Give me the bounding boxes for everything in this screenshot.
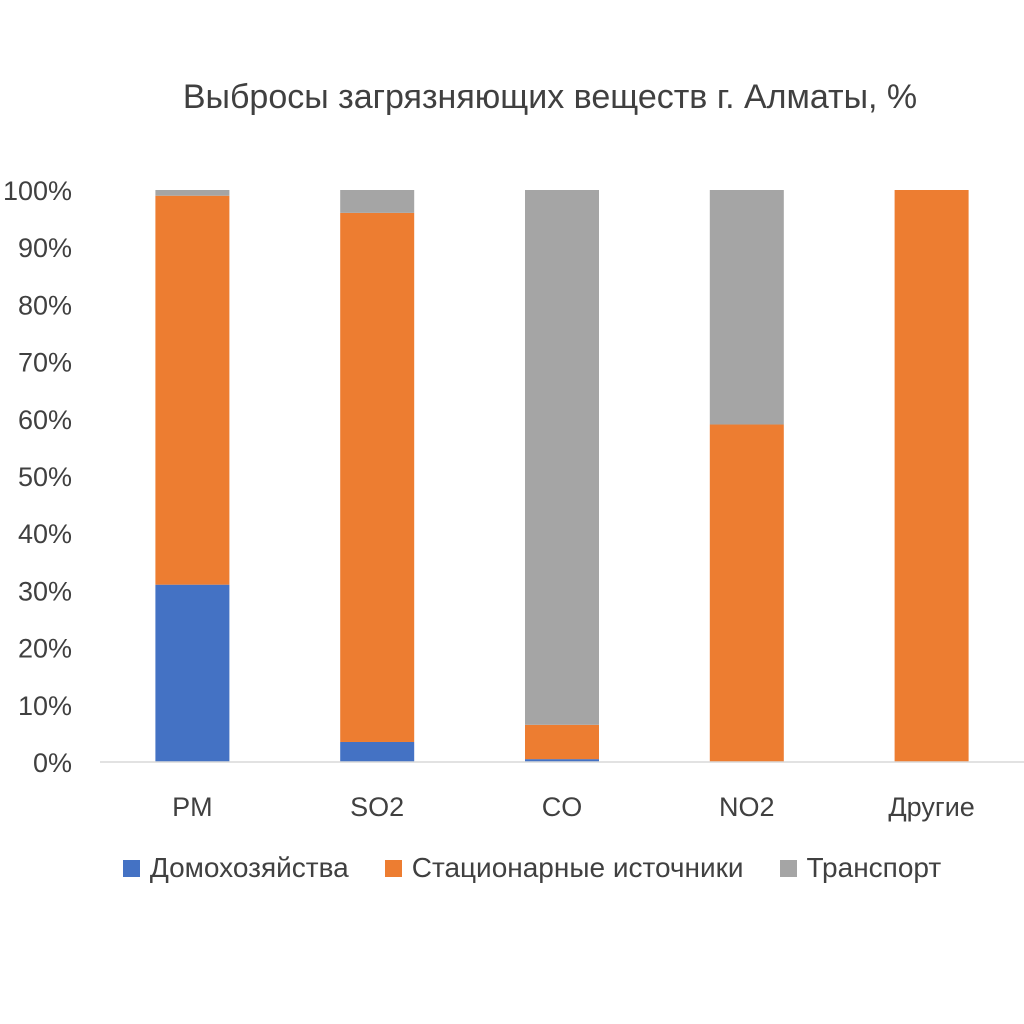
y-tick-label: 90%: [18, 233, 72, 263]
bar-segment-stationary: [709, 424, 784, 762]
x-tick-label: SO2: [350, 792, 404, 822]
y-tick-label: 70%: [18, 348, 72, 378]
y-tick-label: 30%: [18, 576, 72, 606]
legend: Домохозяйства Стационарные источники Тра…: [0, 852, 1024, 884]
x-tick-label: PM: [172, 792, 213, 822]
bar-segment-households: [155, 584, 230, 762]
bar-segment-transport: [155, 190, 230, 196]
y-tick-label: 50%: [18, 462, 72, 492]
legend-item-households: Домохозяйства: [122, 852, 349, 884]
x-tick-label: CO: [542, 792, 583, 822]
stacked-bar-chart: 0% 10% 20% 30% 40% 50% 60% 70% 80% 90% 100% PM SO2 CO…: [3, 176, 1024, 822]
bar-segment-transport: [709, 190, 784, 425]
legend-label-stationary: Стационарные источники: [411, 852, 744, 883]
y-tick-label: 60%: [18, 405, 72, 435]
legend-label-households: Домохозяйства: [149, 852, 349, 883]
x-tick-label: Другие: [888, 792, 974, 822]
y-tick-label: 0%: [33, 748, 72, 778]
y-tick-label: 100%: [3, 176, 72, 206]
legend-label-transport: Транспорт: [806, 852, 942, 883]
y-tick-label: 10%: [18, 691, 72, 721]
bar-segment-transport: [525, 190, 599, 725]
bar-segment-stationary: [894, 190, 969, 762]
legend-swatch-stationary: [384, 859, 402, 877]
legend-swatch-transport: [779, 859, 797, 877]
y-tick-label: 80%: [18, 290, 72, 320]
y-tick-label: 20%: [18, 634, 72, 664]
chart-title: Выбросы загрязняющих веществ г. Алматы, …: [182, 78, 918, 116]
bar-segment-households: [340, 741, 415, 762]
bar-segment-stationary: [155, 195, 230, 585]
legend-item-stationary: Стационарные источники: [384, 852, 744, 884]
y-tick-label: 40%: [18, 519, 72, 549]
bar-segment-stationary: [340, 212, 415, 742]
legend-swatch-households: [122, 859, 140, 877]
x-tick-label: NO2: [719, 792, 775, 822]
legend-item-transport: Транспорт: [779, 852, 942, 884]
bar-segment-transport: [340, 190, 415, 213]
bar-segment-stationary: [525, 724, 599, 760]
bar-segment-households: [525, 759, 599, 762]
